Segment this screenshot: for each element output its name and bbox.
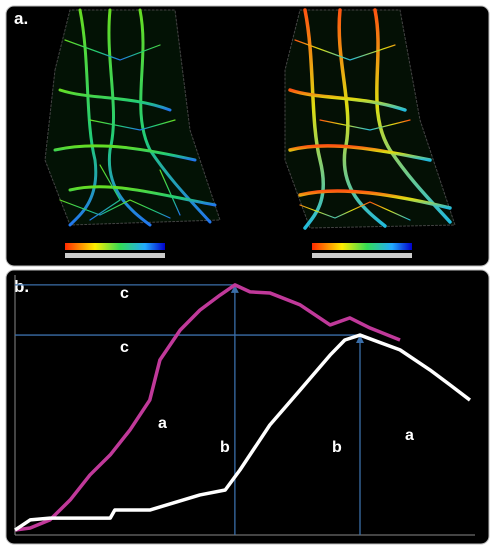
colorbar (312, 253, 412, 258)
vessel-image-right (284, 8, 456, 230)
line-chart: c c a a b b (14, 275, 475, 536)
annotation: c (120, 339, 129, 356)
panel-label: b. (14, 277, 29, 296)
panel-b (5, 269, 490, 545)
annotation: a (158, 415, 167, 432)
arrow (356, 335, 364, 344)
annotation: b (220, 439, 230, 456)
colorbar (65, 253, 165, 258)
annotation: b (332, 439, 342, 456)
vessel-image-left (44, 8, 221, 227)
colorbar (312, 243, 412, 250)
colorbar (65, 243, 165, 250)
panel-label: a. (14, 9, 28, 28)
annotation: c (120, 285, 129, 302)
line-series (14, 333, 472, 532)
arrow (230, 284, 239, 293)
line-series (14, 283, 401, 532)
annotation: a (405, 427, 414, 444)
